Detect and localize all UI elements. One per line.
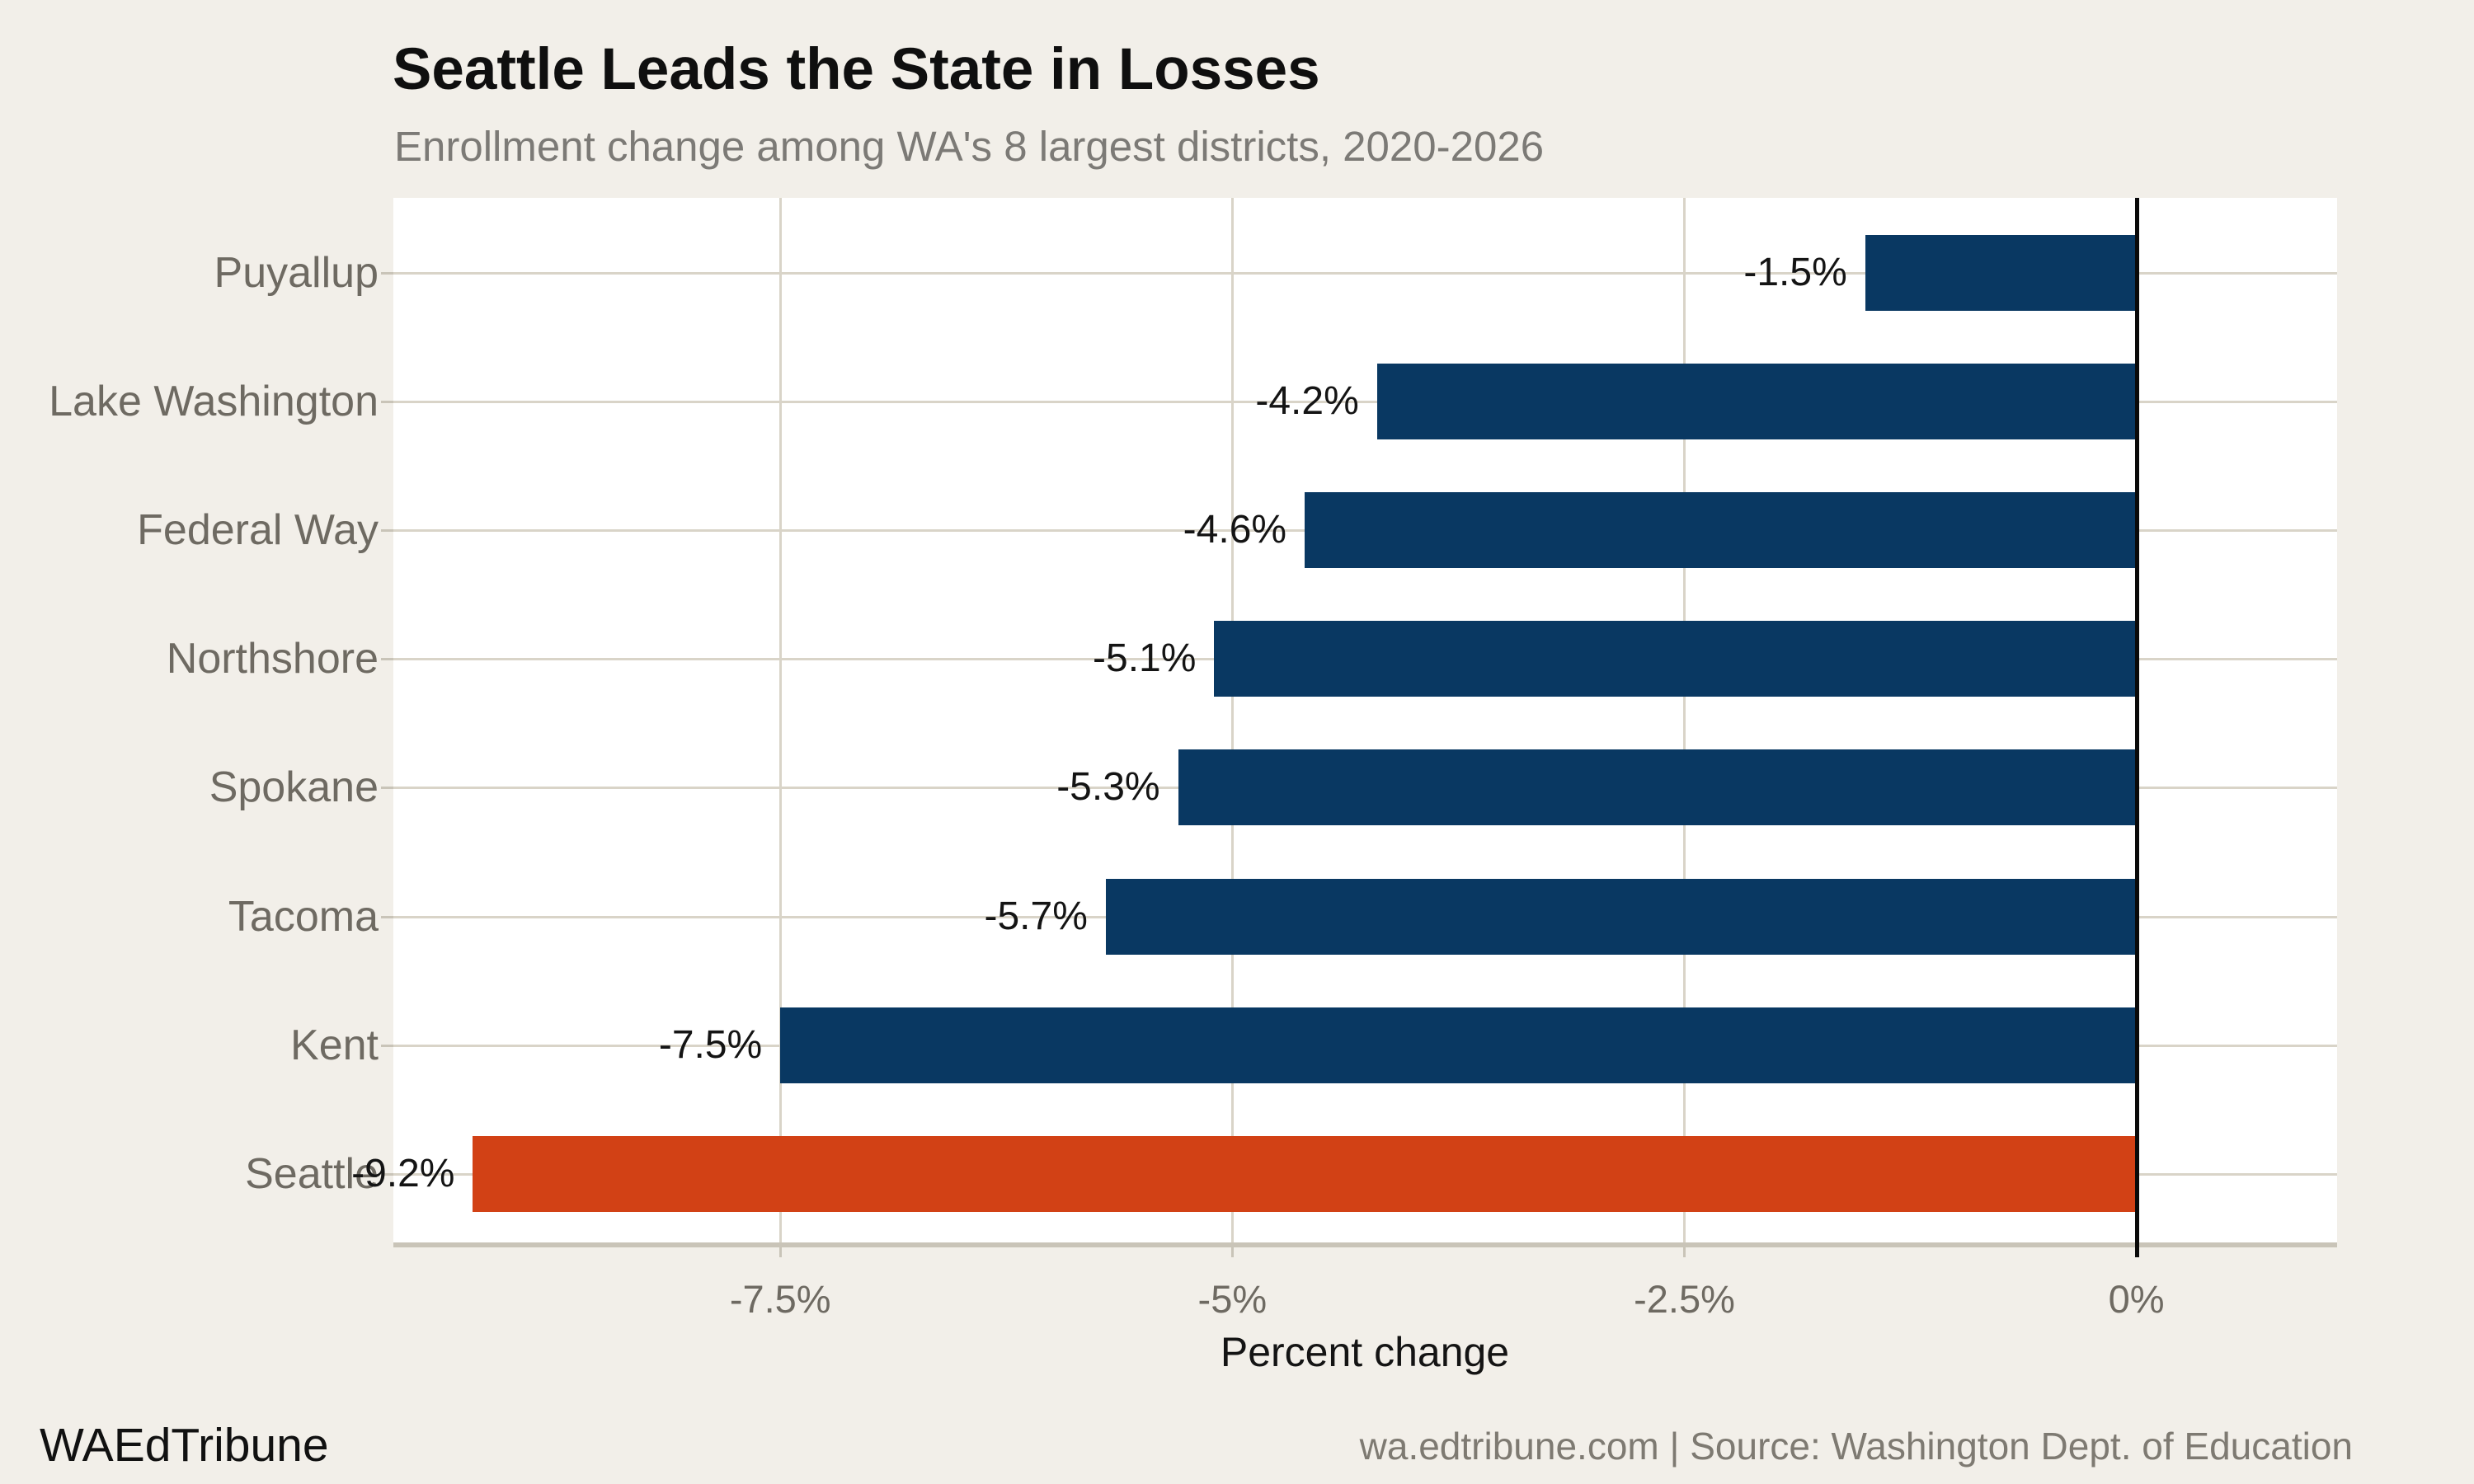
footer-source: wa.edtribune.com | Source: Washington De…	[1359, 1425, 2353, 1468]
category-label-puyallup: Puyallup	[214, 249, 379, 297]
bar-value-label: -7.5%	[658, 1022, 763, 1067]
x-axis-tick	[1231, 1245, 1235, 1257]
bar-seattle	[473, 1135, 2137, 1212]
bar-value-label: -1.5%	[1743, 251, 1847, 294]
bar-puyallup	[1865, 235, 2137, 311]
gridline-vertical	[1683, 198, 1686, 1245]
y-axis-tick	[381, 529, 393, 533]
x-tick-label: 0%	[2108, 1277, 2165, 1321]
bar-value-label: -4.2%	[1255, 379, 1359, 424]
bar-value-label: -4.6%	[1183, 508, 1287, 552]
bar-lake-washington	[1376, 364, 2137, 440]
bar-northshore	[1214, 621, 2137, 697]
x-axis-tick	[779, 1245, 783, 1257]
chart-title: Seattle Leads the State in Losses	[393, 37, 1320, 102]
y-axis-tick	[381, 658, 393, 661]
y-axis-tick	[381, 787, 393, 790]
y-axis-tick	[381, 1044, 393, 1047]
x-axis-title: Percent change	[1220, 1329, 1510, 1375]
x-tick-label: -5%	[1197, 1277, 1268, 1321]
x-axis-tick	[1683, 1245, 1686, 1257]
category-label-lake-washington: Lake Washington	[49, 378, 379, 426]
bar-value-label: -5.7%	[984, 894, 1088, 938]
y-axis-tick	[381, 272, 393, 275]
bar-value-label: -9.2%	[351, 1151, 455, 1195]
x-axis-line	[393, 1242, 2337, 1247]
bar-kent	[780, 1007, 2137, 1083]
category-label-seattle: Seattle	[245, 1149, 379, 1198]
y-axis-tick	[381, 1172, 393, 1176]
footer-brand: WAEdTribune	[40, 1419, 329, 1472]
category-label-tacoma: Tacoma	[228, 892, 379, 941]
chart-subtitle: Enrollment change among WA's 8 largest d…	[394, 123, 1545, 170]
category-label-spokane: Spokane	[209, 763, 379, 812]
gridline-horizontal	[393, 401, 2337, 404]
y-axis-tick	[381, 915, 393, 918]
bar-value-label: -5.3%	[1056, 765, 1160, 810]
category-label-northshore: Northshore	[166, 635, 379, 683]
bar-tacoma	[1105, 878, 2137, 955]
bar-federal-way	[1305, 492, 2137, 569]
category-label-federal-way: Federal Way	[137, 506, 379, 555]
x-tick-label: -2.5%	[1634, 1277, 1735, 1321]
x-tick-label: -7.5%	[729, 1277, 831, 1321]
bar-spokane	[1178, 749, 2137, 826]
gridline-vertical	[1231, 198, 1235, 1245]
bar-value-label: -5.1%	[1093, 636, 1197, 681]
gridline-vertical	[779, 198, 783, 1245]
category-label-kent: Kent	[290, 1021, 379, 1069]
gridline-horizontal	[393, 272, 2337, 275]
zero-baseline	[2134, 198, 2139, 1257]
plot-panel: -1.5% -4.2% -4.6% -5.1% -5.3% -5.7% -7.5% -9.2%	[351, 198, 2337, 1245]
y-axis-tick	[381, 401, 393, 404]
